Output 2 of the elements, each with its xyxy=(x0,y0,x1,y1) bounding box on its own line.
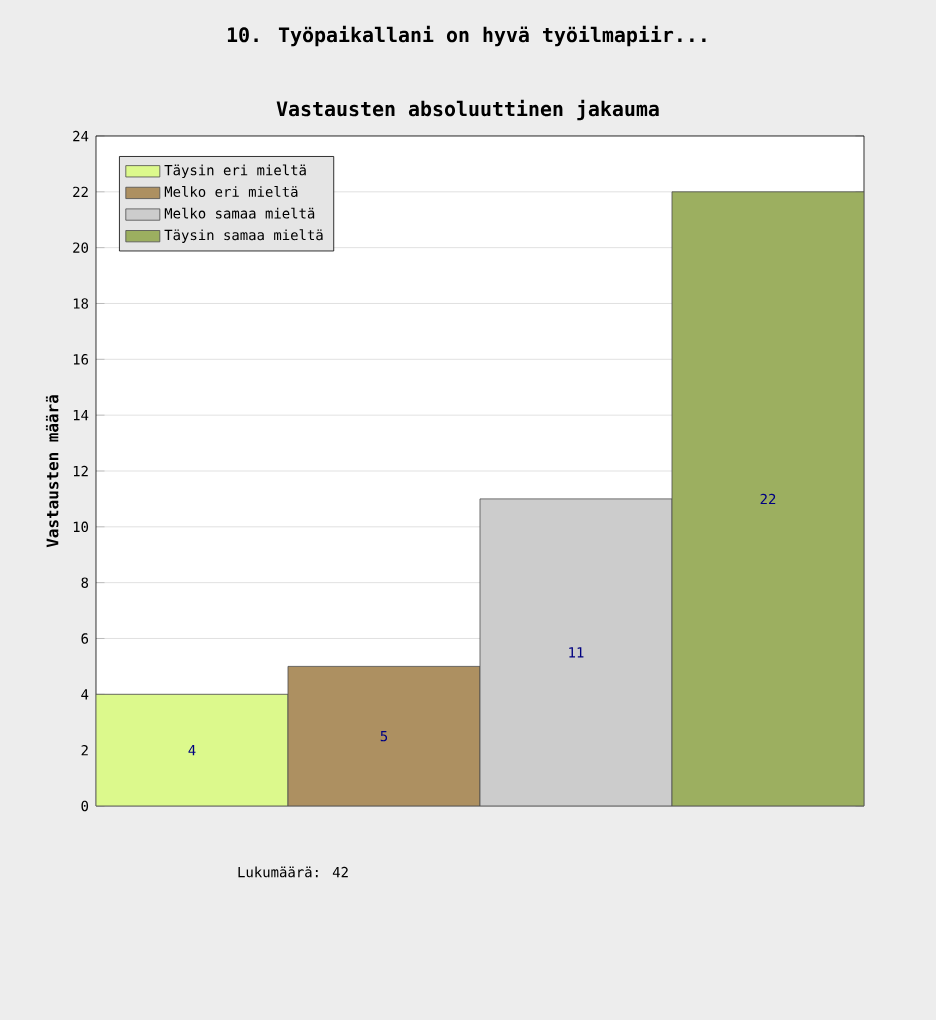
chart-subtitle: Vastausten absoluuttinen jakauma xyxy=(276,99,659,121)
chart-title: 10. Työpaikallani on hyvä työilmapiir... xyxy=(227,25,706,47)
